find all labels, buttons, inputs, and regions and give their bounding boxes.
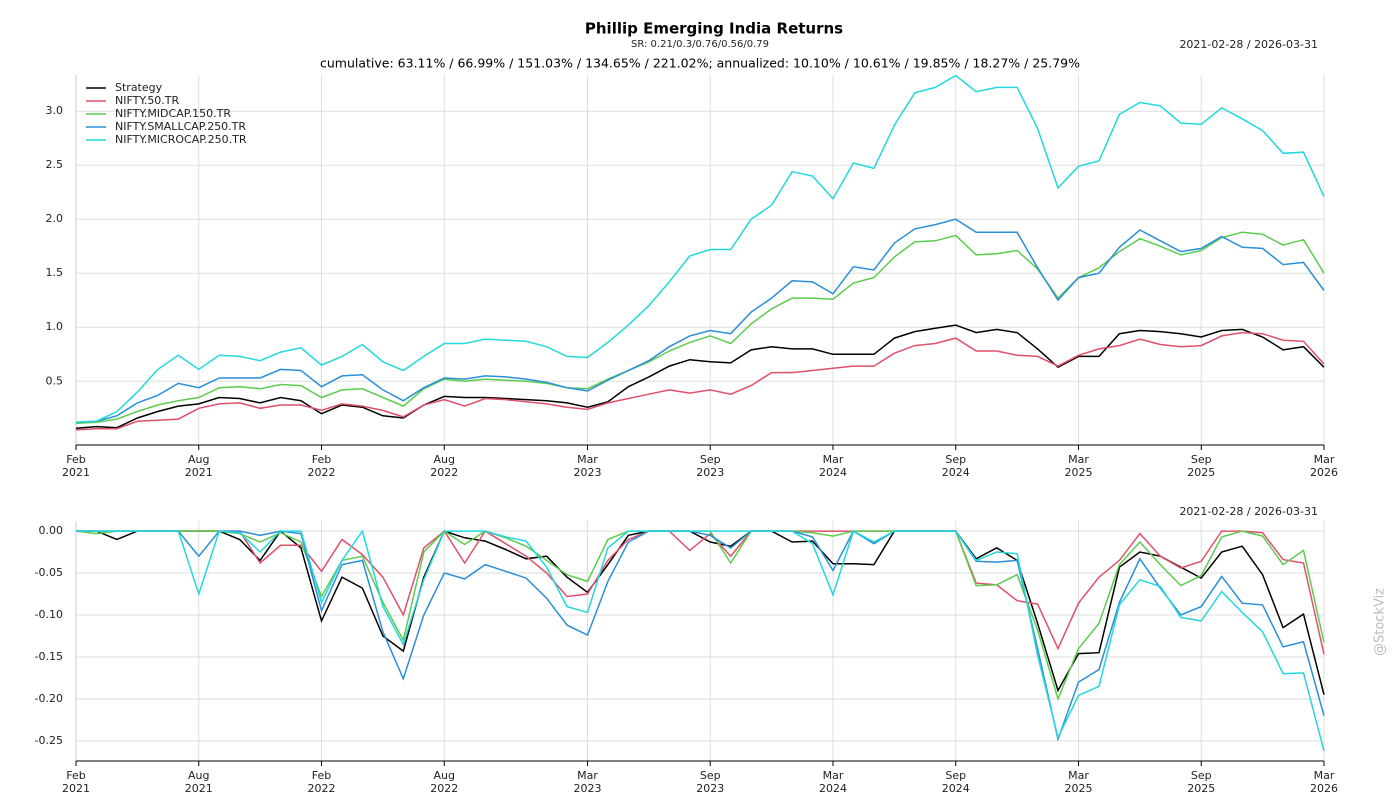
x-tick-label: Mar 2024 xyxy=(819,769,847,795)
x-tick-label: Feb 2021 xyxy=(62,769,90,795)
legend-label: NIFTY.50.TR xyxy=(115,94,180,107)
y-tick-label: 2.5 xyxy=(46,158,64,171)
x-tick-label: Sep 2024 xyxy=(942,769,970,795)
x-tick-label: Feb 2022 xyxy=(308,769,336,795)
y-tick-label: 1.5 xyxy=(46,266,64,279)
x-tick-label: Aug 2022 xyxy=(430,769,458,795)
y-tick-label: -0.20 xyxy=(35,692,63,705)
y-tick-label: 0.00 xyxy=(39,524,64,537)
y-tick-label: 2.0 xyxy=(46,212,64,225)
y-tick-label: 0.5 xyxy=(46,374,64,387)
watermark: @StockViz xyxy=(1373,588,1388,656)
x-tick-label: Sep 2023 xyxy=(696,453,724,479)
series-line xyxy=(75,331,1325,431)
x-tick-label: Aug 2021 xyxy=(185,769,213,795)
x-tick-label: Sep 2023 xyxy=(696,769,724,795)
x-tick-label: Mar 2023 xyxy=(573,453,601,479)
legend-label: NIFTY.SMALLCAP.250.TR xyxy=(115,120,246,133)
series-line xyxy=(75,231,1325,425)
series-line xyxy=(75,324,1325,430)
y-tick-label: -0.05 xyxy=(35,566,63,579)
y-tick-label: 1.0 xyxy=(46,320,64,333)
date-range: 2021-02-28 / 2026-03-31 xyxy=(1179,38,1318,51)
x-tick-label: Feb 2022 xyxy=(308,453,336,479)
series-line xyxy=(76,529,1325,655)
y-tick-label: -0.25 xyxy=(35,734,63,747)
x-tick-label: Feb 2021 xyxy=(62,453,90,479)
x-tick-label: Sep 2025 xyxy=(1187,453,1215,479)
chart-subtitle: SR: 0.21/0.3/0.76/0.56/0.79 xyxy=(631,39,769,50)
x-tick-label: Sep 2024 xyxy=(942,453,970,479)
y-tick-label: 3.0 xyxy=(46,104,64,117)
series-line xyxy=(75,218,1325,424)
x-tick-label: Mar 2023 xyxy=(573,769,601,795)
legend-label: NIFTY.MICROCAP.250.TR xyxy=(115,133,247,146)
legend-label: Strategy xyxy=(115,81,163,94)
x-tick-label: Mar 2026 xyxy=(1310,453,1338,479)
x-tick-label: Mar 2024 xyxy=(819,453,847,479)
x-tick-label: Aug 2022 xyxy=(430,453,458,479)
chart-title: Phillip Emerging India Returns xyxy=(585,20,843,38)
x-tick-label: Mar 2026 xyxy=(1310,769,1338,795)
y-tick-label: -0.15 xyxy=(35,650,63,663)
series-line xyxy=(76,530,1325,695)
series-line xyxy=(75,74,1325,424)
series-line xyxy=(76,529,1325,752)
series-line xyxy=(76,530,1325,742)
x-tick-label: Mar 2025 xyxy=(1064,769,1092,795)
date-range: 2021-02-28 / 2026-03-31 xyxy=(1179,505,1318,518)
x-tick-label: Mar 2025 xyxy=(1064,453,1092,479)
annotation: cumulative: 63.11% / 66.99% / 151.03% / … xyxy=(320,56,1080,71)
y-tick-label: -0.10 xyxy=(35,608,63,621)
x-tick-label: Sep 2025 xyxy=(1187,769,1215,795)
legend-label: NIFTY.MIDCAP.150.TR xyxy=(115,107,231,120)
x-tick-label: Aug 2021 xyxy=(185,453,213,479)
